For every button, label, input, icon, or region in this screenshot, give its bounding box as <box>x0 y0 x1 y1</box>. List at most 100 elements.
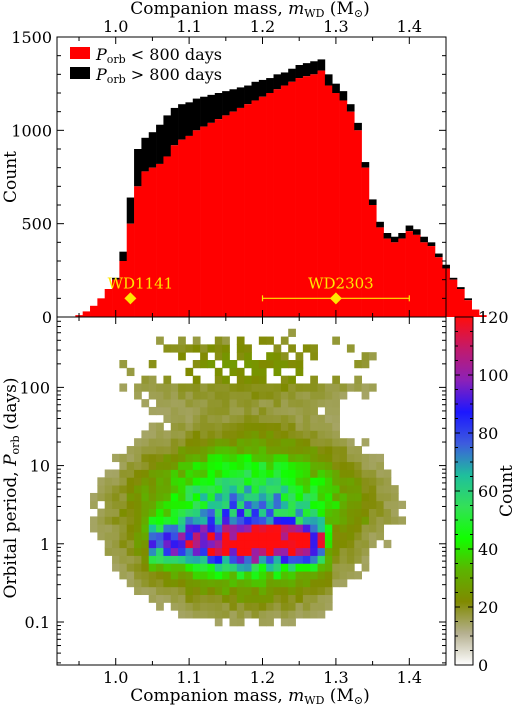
heatmap-cell <box>376 461 385 470</box>
heatmap-cell <box>332 563 340 572</box>
heatmap-cell <box>229 539 238 549</box>
heatmap-cell <box>200 430 208 439</box>
heatmap-cell <box>244 422 252 431</box>
heatmap-cell <box>317 547 326 556</box>
heatmap-cell <box>354 516 362 525</box>
heatmap-cell <box>266 547 274 556</box>
heatmap-cell <box>156 461 164 470</box>
histogram-bars <box>75 59 487 318</box>
heatmap-cell <box>200 422 208 431</box>
heatmap-cell <box>163 547 172 556</box>
heatmap-cell <box>163 532 172 541</box>
heatmap-cell <box>214 500 223 509</box>
heatmap-cell <box>251 563 260 572</box>
heatmap-cell <box>163 477 172 486</box>
histogram-bar-short-period <box>295 78 304 317</box>
heatmap-cell <box>229 547 238 556</box>
heatmap-cell <box>251 375 260 384</box>
heatmap-cell <box>126 492 135 502</box>
heatmap-cell <box>280 399 289 408</box>
heatmap-cell <box>163 539 172 549</box>
heatmap-cell <box>376 508 385 517</box>
bottom-x-tick-label: 1.1 <box>176 668 201 687</box>
heatmap-cell <box>332 422 340 431</box>
heatmap-cell <box>288 422 296 431</box>
heatmap-cell <box>339 453 348 463</box>
heatmap-cell <box>178 461 186 470</box>
heatmap-cell <box>163 508 172 517</box>
histogram-bar-long-period <box>244 85 252 105</box>
heatmap-cell <box>258 485 267 494</box>
heatmap-cell <box>185 430 194 439</box>
heatmap-cell <box>163 500 172 509</box>
heatmap-cell <box>288 438 296 447</box>
heatmap-cell <box>192 492 201 502</box>
heatmap-cell <box>214 586 223 596</box>
heatmap-cell <box>185 383 194 392</box>
heatmap-cell <box>229 477 238 486</box>
heatmap-cell <box>236 375 245 384</box>
histogram-bar-long-period <box>236 87 245 108</box>
heatmap-cell <box>222 430 230 439</box>
heatmap-cell <box>324 406 333 416</box>
heatmap-cell <box>170 453 179 463</box>
heatmap-cell <box>376 492 385 502</box>
heatmap-cell <box>258 539 267 549</box>
heatmap-cell <box>398 500 407 509</box>
heatmap-cell <box>346 383 355 392</box>
y-tick-label: 500 <box>21 215 52 234</box>
colorbar-tick-label: 40 <box>478 540 498 559</box>
heatmap-cell <box>324 422 333 431</box>
heatmap-cell <box>141 485 150 494</box>
heatmap-cell <box>244 383 252 392</box>
heatmap-cell <box>163 344 172 353</box>
heatmap-cell <box>178 336 186 345</box>
heatmap-cell <box>346 547 355 556</box>
heatmap-cell <box>258 555 267 564</box>
heatmap-cell <box>310 453 318 463</box>
colorbar-tick-label: 120 <box>478 308 509 327</box>
heatmap-cell <box>376 524 385 533</box>
heatmap-cell <box>324 602 333 611</box>
heatmap-cell <box>244 453 252 463</box>
heatmap-cell <box>207 438 216 447</box>
heatmap-cell <box>229 406 238 416</box>
heatmap-cell <box>192 446 201 455</box>
heatmap-cell <box>258 422 267 431</box>
heatmap-cell <box>295 391 304 400</box>
heatmap-cell <box>310 578 318 588</box>
heatmap-cell <box>258 453 267 463</box>
heatmap-cell <box>156 492 164 502</box>
heatmap-cell <box>354 539 362 549</box>
heatmap-cell <box>244 430 252 439</box>
heatmap-cell <box>156 500 164 509</box>
heatmap-cell <box>332 547 340 556</box>
heatmap-cell <box>156 438 164 447</box>
heatmap-cell <box>273 500 282 509</box>
heatmap-cell <box>317 594 326 603</box>
heatmap-cell <box>258 391 267 400</box>
heatmap-cell <box>236 524 245 533</box>
heatmap-cell <box>185 453 194 463</box>
heatmap-cell <box>295 485 304 494</box>
heatmap-cell <box>214 485 223 494</box>
heatmap-cell <box>324 461 333 470</box>
histogram-bar-long-period <box>368 199 377 205</box>
heatmap-cell <box>119 539 128 549</box>
heatmap-cell <box>251 586 260 596</box>
heatmap-cell <box>310 438 318 447</box>
histogram-bar-long-period <box>324 74 333 86</box>
heatmap-cell <box>346 477 355 486</box>
heatmap-cell <box>134 446 142 455</box>
heatmap-cell <box>361 532 370 541</box>
heatmap-cell <box>207 461 216 470</box>
heatmap-cell <box>170 399 179 408</box>
heatmap-cell <box>207 547 216 556</box>
heatmap-cell <box>229 414 238 423</box>
heatmap-cell <box>332 516 340 525</box>
heatmap-cell <box>266 336 274 345</box>
heatmap-cell <box>280 578 289 588</box>
heatmap-cell <box>266 508 274 517</box>
heatmap-cell <box>310 414 318 423</box>
heatmap-cell <box>236 469 245 478</box>
